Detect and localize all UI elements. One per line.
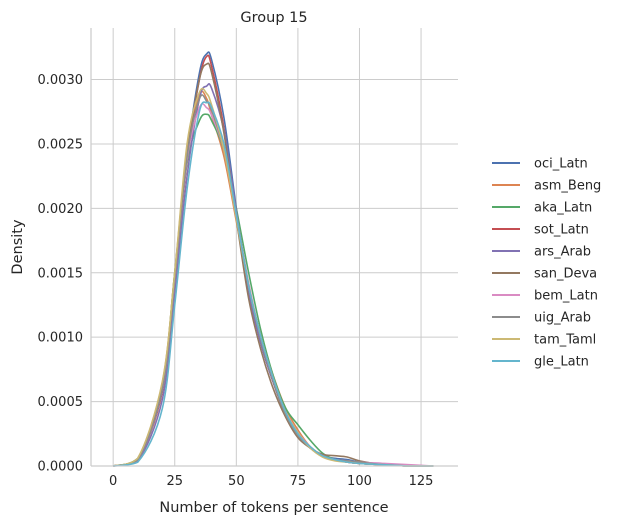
legend-label: oci_Latn xyxy=(534,157,588,172)
legend-label: uig_Arab xyxy=(534,311,591,326)
y-axis-label: Density xyxy=(10,219,26,275)
legend-label: tam_Taml xyxy=(534,333,596,348)
legend-label: asm_Beng xyxy=(534,179,601,194)
legend: oci_Latn asm_Beng aka_Latn sot_Latn ars_Arab… xyxy=(492,157,601,370)
grid xyxy=(91,28,458,467)
series-line-gle_Latn xyxy=(113,101,434,467)
series-lines xyxy=(112,51,434,467)
legend-label: sot_Latn xyxy=(534,223,589,238)
legend-label: aka_Latn xyxy=(534,201,592,216)
legend-label: san_Deva xyxy=(534,267,597,282)
y-tick-label: 0.0020 xyxy=(38,202,84,217)
x-tick-label: 100 xyxy=(347,474,372,489)
legend-label: ars_Arab xyxy=(534,245,591,260)
series-line-ars_Arab xyxy=(113,82,434,467)
x-axis-label: Number of tokens per sentence xyxy=(159,500,388,516)
x-tick-label: 0 xyxy=(109,474,117,489)
legend-label: gle_Latn xyxy=(534,355,589,370)
x-tick-labels: 0 25 50 75 100 125 xyxy=(109,474,433,489)
y-tick-label: 0.0025 xyxy=(38,137,84,152)
y-tick-labels: 0.0000 0.0005 0.0010 0.0015 0.0020 0.0025 0.00… xyxy=(38,73,84,474)
x-tick-label: 25 xyxy=(166,474,183,489)
y-tick-label: 0.0005 xyxy=(38,395,84,410)
x-tick-label: 125 xyxy=(409,474,434,489)
y-tick-label: 0.0030 xyxy=(38,73,84,88)
x-tick-label: 75 xyxy=(290,474,307,489)
legend-label: bem_Latn xyxy=(534,289,598,304)
y-tick-label: 0.0015 xyxy=(38,266,84,281)
axes xyxy=(90,28,458,467)
y-tick-label: 0.0000 xyxy=(38,460,84,475)
x-tick-label: 50 xyxy=(228,474,245,489)
series-line-tam_Taml xyxy=(112,87,434,467)
chart-title: Group 15 xyxy=(240,10,307,26)
y-tick-label: 0.0010 xyxy=(38,331,84,346)
